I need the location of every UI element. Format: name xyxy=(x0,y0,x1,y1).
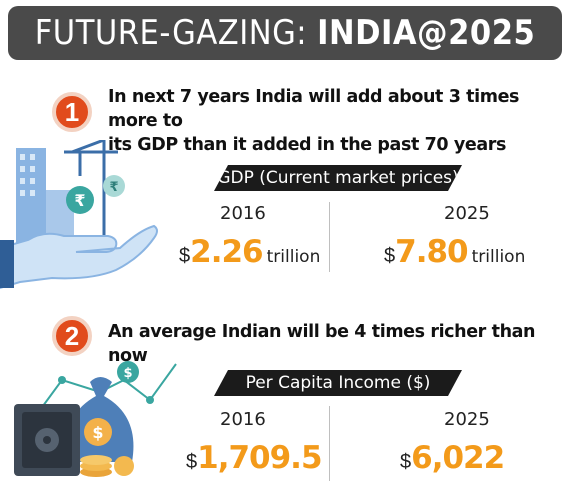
point-1-line-2: its GDP than it added in the past 70 yea… xyxy=(108,135,506,155)
header-title-light: FUTURE-GAZING: xyxy=(34,13,308,53)
hand-icon xyxy=(0,224,158,290)
currency-symbol: $ xyxy=(384,245,396,267)
per-capita-2025-number: 6,022 xyxy=(411,440,505,476)
per-capita-divider xyxy=(329,406,330,481)
svg-text:₹: ₹ xyxy=(74,191,85,210)
gdp-2016-number: 2.26 xyxy=(190,234,263,270)
per-capita-2016-number: 1,709.5 xyxy=(197,440,322,476)
page-header: FUTURE-GAZING: INDIA@2025 xyxy=(8,6,562,60)
per-capita-metric-label: Per Capita Income ($) xyxy=(214,370,462,396)
money-bag-icon: $ xyxy=(65,377,134,462)
safe-icon xyxy=(14,404,80,476)
rupee-coin-icon xyxy=(66,186,94,214)
gdp-year-2025: 2025 xyxy=(444,203,490,224)
currency-symbol: $ xyxy=(400,451,412,473)
per-capita-value-2016: $ 1,709.5 xyxy=(186,440,323,476)
dollar-coin-icon xyxy=(117,361,139,383)
sleeve-icon xyxy=(0,240,14,288)
gdp-value-2025: $ 7.80 trillion xyxy=(384,234,525,270)
per-capita-year-2025: 2025 xyxy=(444,409,490,430)
coin-stack-icon xyxy=(80,455,134,477)
point-1-text: In next 7 years India will add about 3 t… xyxy=(108,85,563,157)
rupee-coin-icon xyxy=(103,175,125,197)
svg-text:$: $ xyxy=(123,366,132,381)
currency-symbol: $ xyxy=(179,245,191,267)
gdp-2025-unit: trillion xyxy=(471,247,526,267)
svg-text:$: $ xyxy=(92,423,103,442)
per-capita-year-2016: 2016 xyxy=(220,409,266,430)
point-1-badge: 1 xyxy=(52,92,92,132)
currency-symbol: $ xyxy=(186,451,198,473)
per-capita-value-2025: $ 6,022 xyxy=(400,440,505,476)
gdp-2025-number: 7.80 xyxy=(395,234,468,270)
svg-text:₹: ₹ xyxy=(109,180,118,195)
gdp-metric-label: GDP (Current market prices) xyxy=(214,165,462,191)
gdp-value-2016: $ 2.26 trillion xyxy=(179,234,320,270)
gdp-year-2016: 2016 xyxy=(220,203,266,224)
wealth-illustration: $ $ xyxy=(14,361,177,477)
trend-line-icon xyxy=(39,363,177,411)
point-2-badge: 2 xyxy=(52,316,92,356)
header-title-bold: INDIA@2025 xyxy=(317,13,536,53)
point-2-text: An average Indian will be 4 times richer… xyxy=(108,322,536,366)
gdp-2016-unit: trillion xyxy=(266,247,321,267)
gdp-divider xyxy=(329,202,330,272)
point-1-line-1: In next 7 years India will add about 3 t… xyxy=(108,87,520,131)
growth-hand-illustration: ₹ ₹ xyxy=(0,140,158,290)
